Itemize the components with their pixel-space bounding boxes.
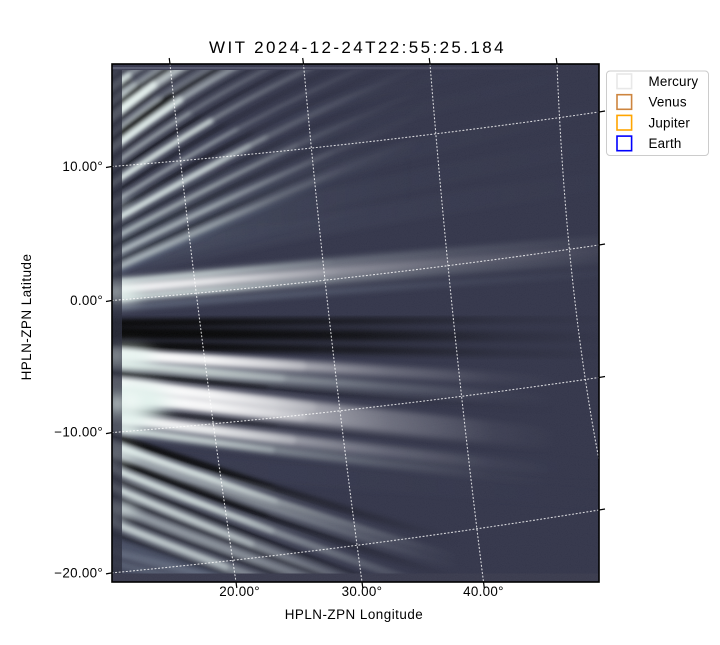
- svg-text:WIT 2024-12-24T22:55:25.184: WIT 2024-12-24T22:55:25.184: [209, 38, 506, 57]
- svg-text:−10.00°: −10.00°: [54, 424, 103, 439]
- svg-text:HPLN-ZPN Longitude: HPLN-ZPN Longitude: [285, 607, 424, 622]
- svg-text:Venus: Venus: [649, 95, 687, 110]
- svg-text:Earth: Earth: [649, 136, 682, 151]
- svg-text:40.00°: 40.00°: [463, 584, 504, 599]
- svg-text:0.00°: 0.00°: [70, 293, 103, 308]
- svg-text:HPLN-ZPN Latitude: HPLN-ZPN Latitude: [19, 254, 34, 381]
- svg-text:20.00°: 20.00°: [219, 584, 260, 599]
- svg-text:−20.00°: −20.00°: [54, 566, 103, 581]
- svg-text:Jupiter: Jupiter: [649, 115, 691, 130]
- svg-text:10.00°: 10.00°: [62, 159, 103, 174]
- svg-text:30.00°: 30.00°: [342, 584, 383, 599]
- svg-text:Mercury: Mercury: [649, 74, 699, 89]
